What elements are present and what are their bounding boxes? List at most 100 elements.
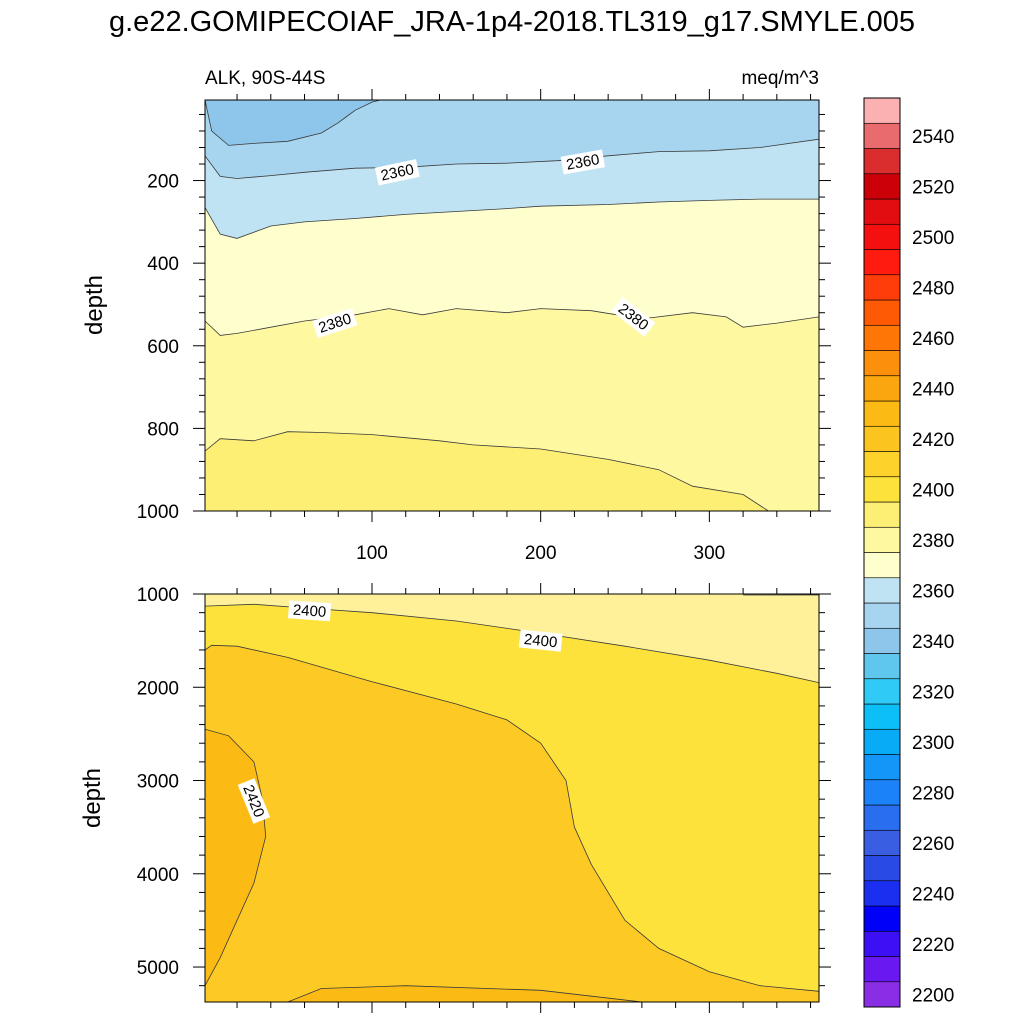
colorbar-label: 2380 [912,531,954,552]
upper-right-label: meq/m^3 [741,68,819,89]
lower-axis-ticks: 1000 2000 3000 4000 5000 [137,583,831,1013]
contour-line-2390 [205,431,769,511]
lower-plot-frame [204,593,820,1003]
contour-label-bg [560,149,606,175]
colorbar-label: 2320 [912,682,954,703]
colorbar-label: 2420 [912,430,954,451]
colorbar-swatch [863,779,901,806]
colorbar-swatch [863,627,901,654]
contour-label-bg [374,159,420,186]
colorbar-swatch [863,451,901,478]
colorbar-swatch [863,855,901,882]
contour-line-2400 [205,603,819,683]
colorbar-swatch [863,324,901,351]
contour-line-2420 [287,985,642,1002]
y-tick-label: 3000 [137,772,179,793]
band-2390-2400 [205,594,819,683]
contour-label-bg [312,308,358,339]
contour-label-text: 2360 [565,151,601,174]
band-2340-2350 [205,100,381,146]
colorbar-swatch [863,375,901,402]
contour-line-2410 [205,644,819,992]
colorbar-swatch [863,728,901,755]
colorbar-label: 2400 [912,480,954,501]
contour-label: 2400 [288,600,332,622]
colorbar-label: 2260 [912,834,954,855]
colorbar-swatch [863,981,901,1008]
colorbar-frame [863,97,901,1008]
colorbar-label: 2500 [912,228,954,249]
contour-line-2360 [205,138,819,179]
colorbar-swatch [863,97,901,124]
colorbar-swatch [863,880,901,907]
colorbar-swatch [863,930,901,957]
colorbar-swatch [863,602,901,629]
colorbar-swatch [863,829,901,856]
colorbar-swatch [863,552,901,579]
colorbar-swatch [863,653,901,680]
contour-label-bg [237,778,271,824]
colorbar-label: 2200 [912,985,954,1006]
y-tick-label: 800 [147,419,179,440]
colorbar-swatch [863,501,901,528]
colorbar-label: 2520 [912,177,954,198]
band-2420-core-bottom [287,985,642,1002]
contour-label-bg [288,600,332,622]
x-tick-label: 100 [356,543,388,564]
contour-label-text: 2400 [292,602,326,621]
colorbar-label: 2240 [912,884,954,905]
lower-contour-lines [205,594,819,1002]
colorbar-swatch [863,577,901,604]
contour-label-text: 2360 [379,161,415,185]
colorbar-swatch [863,804,901,831]
contour-line-2420 [205,728,267,986]
contour-line-2350 [205,100,381,146]
y-tick-label: 1000 [137,502,179,523]
colorbar-swatch [863,198,901,225]
colorbar-swatch [863,299,901,326]
band-2400-2410 [205,594,819,992]
colorbar-swatch [863,122,901,149]
contour-line-2370 [205,198,819,239]
y-tick-label: 600 [147,337,179,358]
colorbar-swatch [863,148,901,175]
colorbar-swatch [863,526,901,553]
colorbar-swatch [863,400,901,427]
contour-line-2380 [205,308,819,336]
contour-label-bg [611,296,656,337]
colorbar-label: 2460 [912,329,954,350]
colorbar-swatch [863,754,901,781]
y-tick-label: 2000 [137,678,179,699]
contour-label-text: 2400 [523,631,558,651]
colorbar-swatch [863,905,901,932]
upper-axis-ticks: 100 200 300 200 400 600 800 1000 [137,89,831,564]
y-tick-label: 1000 [137,585,179,606]
contour-label: 2360 [374,159,420,186]
x-tick-label: 300 [694,543,726,564]
contour-label-bg [518,629,563,652]
colorbar-label: 2280 [912,783,954,804]
band-2350-2360 [205,100,819,179]
colorbar-swatch [863,350,901,377]
colorbar-swatch [863,703,901,730]
colorbar-swatch [863,173,901,200]
lower-y-axis-label: depth [79,768,106,828]
upper-plot-frame [204,99,820,512]
y-tick-label: 5000 [137,958,179,979]
colorbar-swatch [863,223,901,250]
contour-label: 2360 [560,149,606,175]
colorbar-label: 2340 [912,632,954,653]
figure-title: g.e22.GOMIPECOIAF_JRA-1p4-2018.TL319_g17… [109,6,915,38]
colorbar-swatch [863,476,901,503]
upper-y-axis-label: depth [81,275,108,335]
colorbar-swatch [863,274,901,301]
y-tick-label: 400 [147,254,179,275]
lower-filled-contours [205,594,819,1002]
upper-filled-contours [205,100,819,511]
colorbar-label: 2300 [912,733,954,754]
colorbar-swatch [863,249,901,276]
upper-left-label: ALK, 90S-44S [205,68,325,89]
